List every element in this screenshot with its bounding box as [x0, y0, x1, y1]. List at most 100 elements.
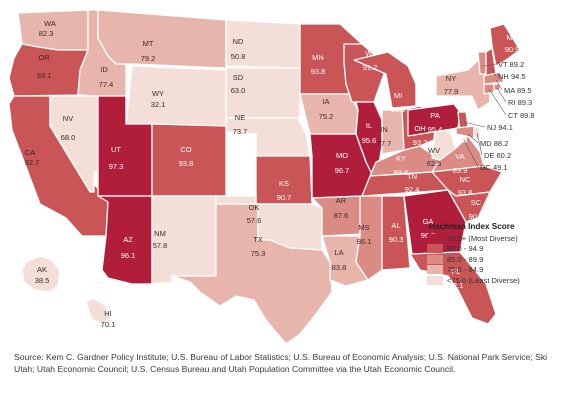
state-abbr-wa: WA	[44, 19, 56, 28]
legend-item: 75.0 - 84.9	[427, 265, 567, 276]
legend-label: <75.0 (Least Diverse)	[447, 275, 520, 285]
leader-line-vt	[481, 63, 497, 67]
state-value-wy: 32.1	[151, 100, 166, 109]
state-value-in: 77.7	[377, 139, 392, 148]
state-abbr-ut: UT	[111, 145, 121, 154]
state-abbr-me: ME	[506, 33, 517, 42]
state-label-vt: VT 89.2	[498, 60, 524, 69]
state-value-hi: 70.1	[101, 320, 116, 329]
state-value-mn: 93.8	[311, 67, 326, 76]
state-value-de: 60.2	[497, 151, 512, 160]
state-abbr-pa: PA	[430, 111, 439, 120]
state-label-ri: RI 89.3	[508, 98, 532, 107]
state-value-sc: 90.9	[469, 212, 484, 221]
leader-line-nj	[463, 121, 486, 128]
state-value-ok: 57.6	[247, 216, 262, 225]
state-abbr-va: VA	[455, 152, 464, 161]
leader-line-de	[476, 132, 483, 156]
legend-swatch	[427, 265, 443, 275]
state-abbr-de: DE	[484, 151, 494, 160]
state-abbr-ne: NE	[235, 113, 245, 122]
legend-item: <75.0 (Least Diverse)	[427, 275, 567, 286]
state-al	[381, 195, 411, 271]
state-abbr-co: CO	[180, 145, 191, 154]
state-value-ut: 97.3	[109, 162, 124, 171]
state-value-ms: 86.1	[357, 237, 372, 246]
state-abbr-ok: OK	[249, 203, 260, 212]
state-value-al: 90.3	[389, 235, 404, 244]
state-abbr-az: AZ	[123, 235, 133, 244]
legend-item: 85.0 - 89.9	[427, 254, 567, 265]
legend-swatch	[427, 244, 443, 254]
state-value-mi: 91.3	[391, 105, 406, 114]
state-label-ma: MA 89.5	[504, 86, 532, 95]
state-wi	[343, 43, 385, 103]
state-abbr-ny: NY	[446, 74, 456, 83]
state-label-de: DE 60.2	[484, 151, 511, 160]
state-value-il: 95.6	[362, 136, 377, 145]
state-abbr-md: MD	[480, 139, 492, 148]
state-ny	[435, 59, 491, 111]
state-value-ct: 89.8	[520, 111, 535, 120]
legend-swatch	[427, 233, 443, 243]
state-abbr-sd: SD	[233, 73, 244, 82]
state-label-nh: NH 94.5	[498, 72, 526, 81]
state-value-dc: 49.1	[493, 163, 508, 172]
state-abbr-ca: CA	[25, 148, 35, 157]
state-value-ia: 75.2	[319, 112, 334, 121]
state-value-or: 93.1	[37, 71, 52, 80]
state-ar	[311, 195, 363, 237]
state-abbr-nc: NC	[460, 175, 471, 184]
state-value-oh: 93.2	[413, 138, 428, 147]
legend-label: 95.0+ (Most Diverse)	[447, 233, 518, 243]
state-value-me: 90.9	[505, 45, 520, 54]
legend-title: Hachman Index Score	[429, 222, 515, 231]
legend-label: 75.0 - 84.9	[447, 265, 484, 275]
state-abbr-dc: DC	[480, 163, 491, 172]
state-value-nh: 94.5	[511, 72, 526, 81]
state-label-md: MD 88.2	[480, 139, 508, 148]
legend-label: 85.0 - 89.9	[447, 254, 484, 264]
state-in	[381, 109, 405, 155]
state-md	[455, 125, 475, 139]
state-abbr-ga: GA	[423, 217, 434, 226]
state-abbr-ri: RI	[508, 98, 516, 107]
state-value-az: 96.1	[121, 251, 136, 260]
state-value-ky: 89.6	[394, 168, 409, 177]
state-value-mo: 96.7	[335, 166, 350, 175]
state-abbr-nd: ND	[233, 37, 244, 46]
state-de	[473, 125, 481, 139]
state-mt	[97, 9, 227, 69]
leader-line-md	[467, 133, 479, 144]
state-value-ma: 89.5	[517, 86, 532, 95]
state-value-pa: 95.4	[428, 125, 443, 134]
state-abbr-nv: NV	[63, 114, 73, 123]
legend-swatch	[427, 254, 443, 264]
state-abbr-ia: IA	[322, 97, 329, 106]
state-value-nj: 94.1	[498, 123, 513, 132]
state-label-dc: DC 49.1	[480, 163, 508, 172]
leader-line-nh	[490, 67, 497, 77]
state-abbr-ky: KY	[396, 154, 406, 163]
state-abbr-al: AL	[391, 221, 400, 230]
state-nm	[151, 195, 217, 285]
legend-item: 90.0 - 94.9	[427, 244, 567, 255]
state-value-nc: 93.8	[458, 188, 473, 197]
state-wy	[125, 65, 227, 127]
state-value-ks: 90.7	[277, 193, 292, 202]
state-abbr-mo: MO	[336, 151, 348, 160]
state-or	[8, 43, 89, 97]
state-value-co: 93.8	[179, 159, 194, 168]
state-label-nj: NJ 94.1	[487, 123, 513, 132]
state-abbr-fl: FL	[452, 267, 461, 276]
state-abbr-ct: CT	[508, 111, 518, 120]
state-abbr-ma: MA	[504, 86, 515, 95]
legend-item: 95.0+ (Most Diverse)	[427, 233, 567, 244]
state-abbr-wy: WY	[152, 89, 164, 98]
state-abbr-id: ID	[100, 65, 108, 74]
leader-line-dc	[463, 139, 479, 168]
state-ak	[21, 255, 61, 293]
state-abbr-tn: TN	[407, 172, 417, 181]
state-value-ak: 38.5	[35, 276, 50, 285]
